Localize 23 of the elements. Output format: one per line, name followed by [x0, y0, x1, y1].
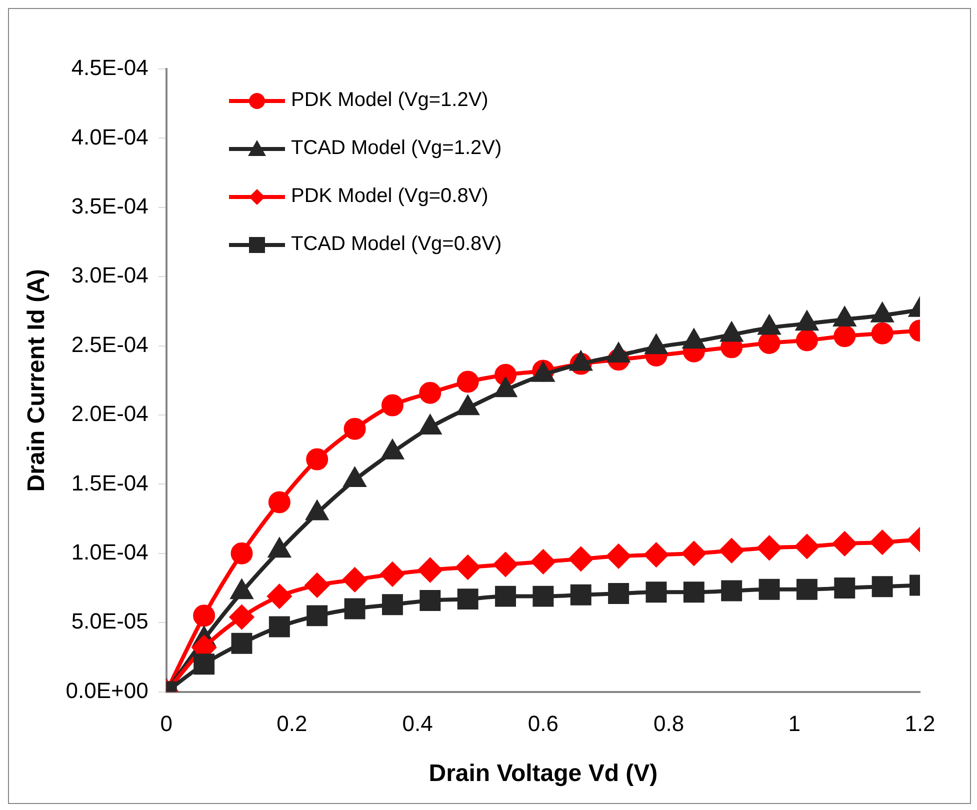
y-tick-label: 4.0E-04	[71, 124, 148, 150]
y-tick-label: 1.0E-04	[71, 539, 148, 564]
x-tick-label: 0.2	[276, 711, 308, 736]
y-axis-title: Drain Current Id (A)	[23, 269, 50, 492]
x-axis-title: Drain Voltage Vd (V)	[428, 760, 658, 788]
x-tick-label: 0.4	[402, 711, 433, 736]
x-tick-label: 1.2	[904, 711, 936, 736]
x-tick-label: 0.8	[653, 711, 684, 736]
y-tick-label: 3.0E-04	[71, 262, 148, 288]
x-tick-label: 0.6	[528, 711, 558, 736]
legend-label: TCAD Model (Vg=1.2V)	[291, 137, 502, 160]
y-tick-label: 4.5E-04	[71, 55, 148, 80]
y-tick-label: 5.0E-05	[71, 608, 148, 634]
x-tick-label: 0	[160, 711, 172, 736]
y-tick-label: 2.5E-04	[71, 332, 148, 357]
legend-label: TCAD Model (Vg=0.8V)	[291, 233, 502, 256]
y-tick-label: 0.0E+00	[66, 678, 148, 703]
y-tick-label: 2.0E-04	[71, 401, 148, 426]
legend-label: PDK Model (Vg=1.2V)	[291, 89, 488, 112]
y-tick-label: 1.5E-04	[71, 470, 148, 496]
y-tick-label: 3.5E-04	[71, 193, 148, 218]
x-tick-label: 1	[788, 711, 801, 736]
legend-label: PDK Model (Vg=0.8V)	[291, 185, 488, 208]
